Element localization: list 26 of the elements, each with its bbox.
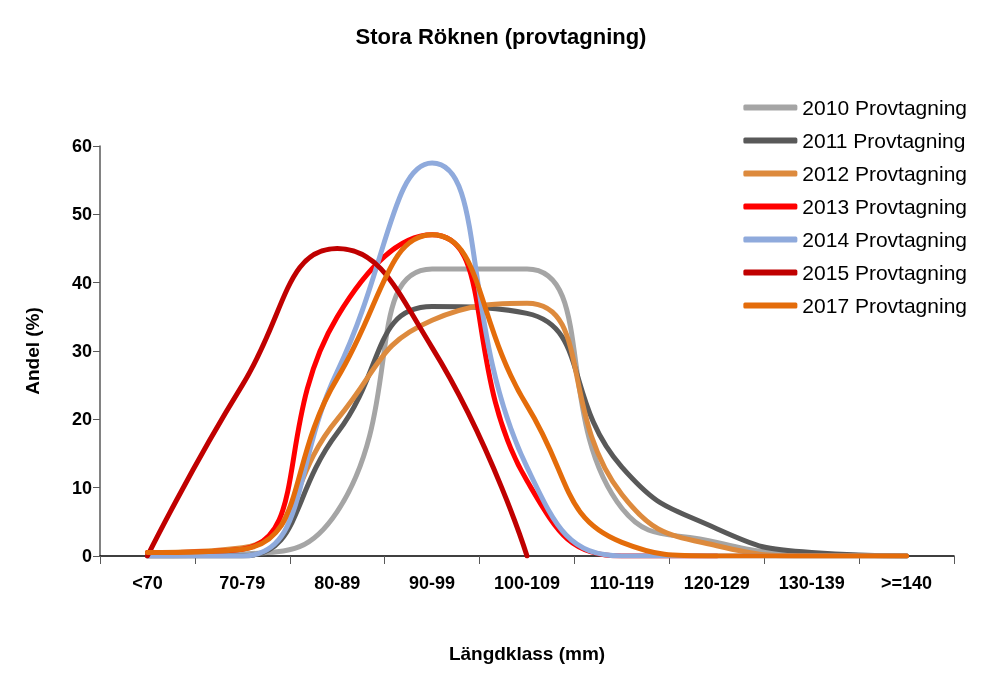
y-tick-label: 50 [71,204,92,225]
x-tick-label: 100-109 [493,573,561,593]
legend-label: 2015 Provtagning [802,261,968,284]
x-tick-label: <70 [132,573,163,593]
y-tick-label: 60 [71,136,92,156]
chart-title: Stora Röknen (provtagning) [355,23,647,49]
legend-label: 2012 Provtagning [802,162,968,185]
y-axis-title: Andel (%) [22,307,43,395]
y-tick-label: 20 [71,409,92,430]
y-tick-label: 0 [81,546,92,566]
x-tick-label: 90-99 [409,573,456,593]
x-tick-label: >=140 [881,573,933,593]
legend-label: 2014 Provtagning [802,228,968,251]
y-tick-label: 10 [71,477,92,498]
legend-label: 2011 Provtagning [802,129,966,152]
x-tick-label: 70-79 [219,573,266,593]
x-tick-label: 110-119 [589,573,654,593]
x-tick-label: 120-129 [683,573,750,593]
x-tick-label: 130-139 [778,573,845,593]
y-tick-label: 40 [71,272,92,293]
x-tick-label: 80-89 [314,573,361,593]
legend-label: 2013 Provtagning [802,195,968,218]
legend-label: 2017 Provtagning [802,294,968,317]
y-tick-label: 30 [71,341,92,361]
legend-label: 2010 Provtagning [802,96,968,119]
x-axis-title: Längdklass (mm) [448,643,606,664]
